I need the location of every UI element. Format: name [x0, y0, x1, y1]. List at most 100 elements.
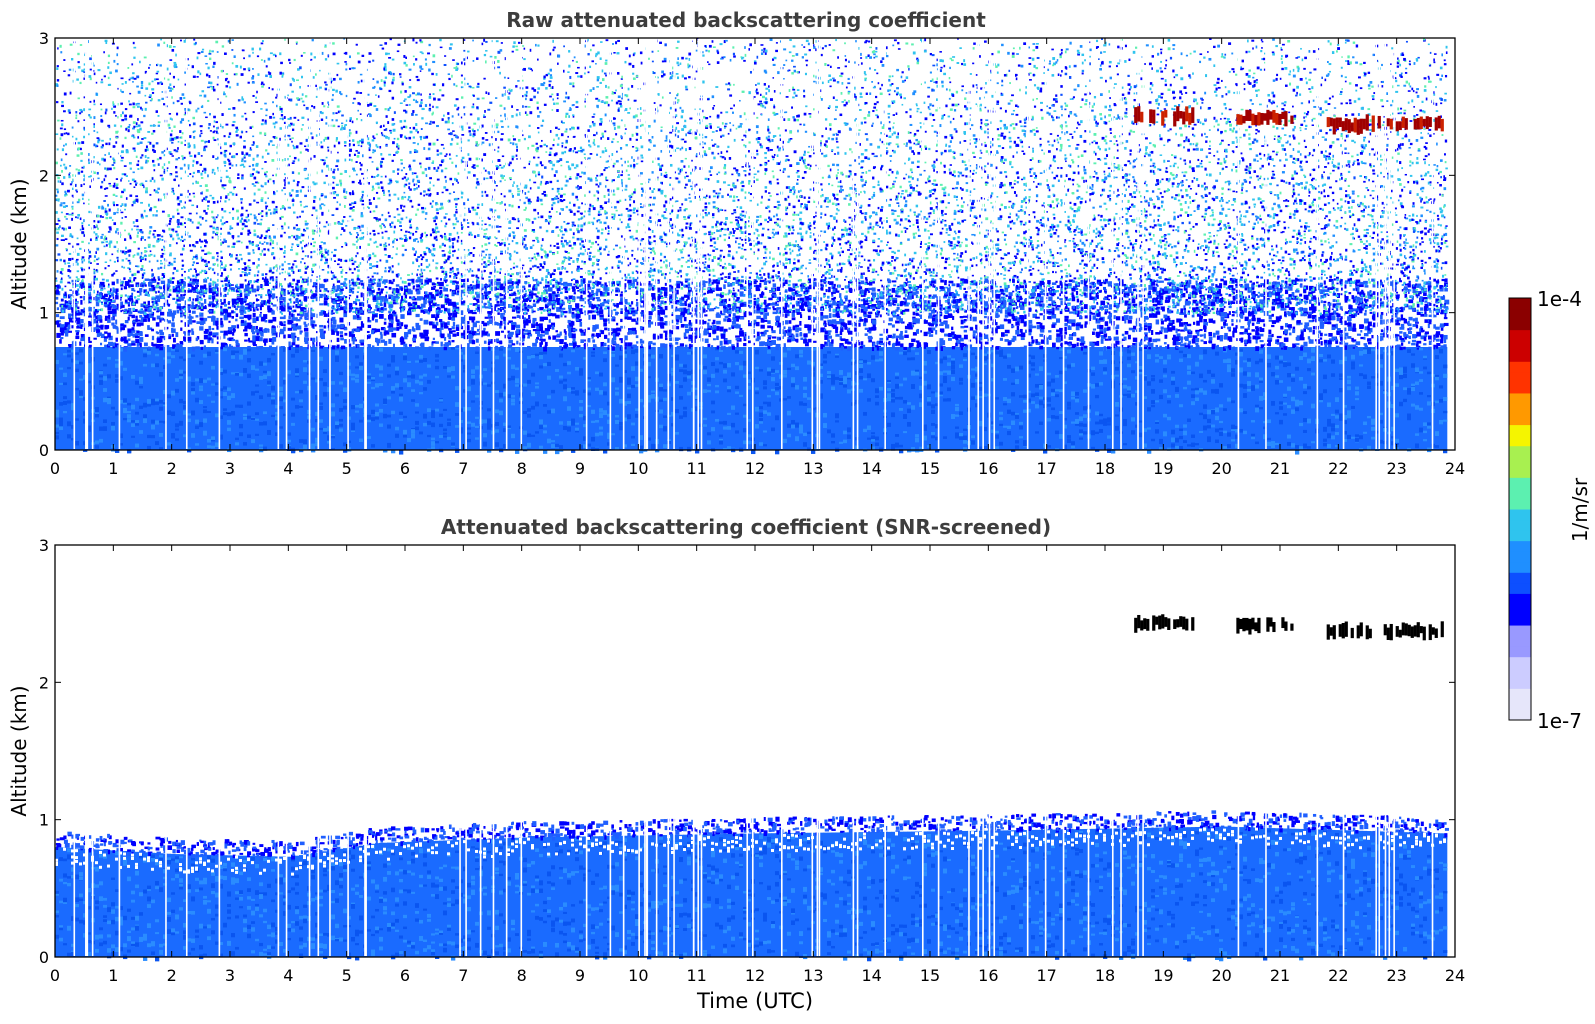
- noise-speck: [293, 160, 296, 162]
- noise-speck: [273, 136, 275, 138]
- noise-speck: [240, 66, 242, 69]
- edge-speck: [287, 320, 292, 325]
- noise-speck: [213, 282, 216, 284]
- noise-speck: [197, 57, 199, 60]
- noise-speck: [116, 53, 118, 56]
- noise-speck: [100, 81, 103, 83]
- noise-speck: [201, 288, 203, 291]
- noise-speck: [137, 168, 139, 170]
- noise-speck: [353, 206, 355, 208]
- edge-speck: [191, 328, 193, 331]
- noise-speck: [345, 298, 347, 300]
- noise-speck: [345, 272, 347, 274]
- noise-speck: [369, 199, 371, 201]
- noise-speck: [196, 227, 199, 229]
- noise-speck: [61, 288, 63, 291]
- noise-speck: [324, 249, 327, 251]
- noise-speck: [108, 183, 111, 185]
- noise-speck: [240, 198, 243, 200]
- noise-speck: [141, 85, 143, 87]
- noise-speck: [345, 159, 347, 162]
- noise-speck: [270, 52, 273, 54]
- noise-speck: [340, 259, 342, 262]
- noise-speck: [279, 52, 281, 55]
- noise-speck: [272, 144, 275, 146]
- noise-speck: [201, 133, 203, 135]
- noise-speck: [61, 278, 63, 280]
- bl-column: [111, 347, 115, 450]
- bl-texture: [203, 406, 207, 408]
- noise-speck: [161, 151, 164, 153]
- noise-speck: [126, 150, 129, 153]
- noise-speck: [189, 124, 191, 126]
- bl-texture: [335, 350, 339, 355]
- noise-speck: [361, 173, 364, 175]
- noise-speck: [224, 150, 227, 152]
- noise-speck: [128, 254, 130, 257]
- noise-speck: [97, 291, 99, 294]
- noise-speck: [159, 307, 162, 310]
- bl-texture: [155, 354, 159, 356]
- noise-speck: [304, 309, 306, 311]
- noise-speck: [154, 189, 156, 191]
- noise-speck: [351, 202, 354, 204]
- noise-speck: [124, 137, 126, 139]
- noise-speck: [335, 290, 337, 292]
- noise-speck: [280, 108, 283, 110]
- noise-speck: [235, 258, 237, 260]
- bl-texture: [143, 354, 147, 358]
- noise-speck: [137, 129, 140, 132]
- noise-speck: [312, 300, 314, 302]
- noise-speck: [68, 265, 71, 267]
- edge-speck: [220, 318, 222, 320]
- noise-speck: [145, 258, 147, 260]
- noise-speck: [163, 275, 165, 278]
- bl-texture: [323, 382, 327, 386]
- edge-speck: [331, 331, 335, 335]
- edge-speck: [168, 334, 170, 336]
- noise-speck: [153, 150, 156, 153]
- noise-speck: [193, 76, 196, 78]
- noise-speck: [63, 296, 66, 298]
- bl-texture: [279, 426, 283, 428]
- noise-speck: [272, 88, 274, 90]
- edge-speck: [61, 299, 64, 302]
- noise-speck: [57, 84, 59, 87]
- noise-speck: [132, 81, 134, 83]
- noise-speck: [356, 232, 358, 234]
- noise-speck: [356, 227, 359, 229]
- noise-speck: [301, 285, 303, 287]
- bl-texture: [303, 367, 307, 372]
- noise-speck: [125, 247, 127, 250]
- noise-speck: [246, 131, 248, 133]
- bl-texture: [251, 439, 255, 443]
- noise-speck: [354, 261, 357, 263]
- noise-speck: [235, 131, 237, 133]
- bl-texture: [123, 418, 127, 420]
- noise-speck: [204, 168, 207, 170]
- noise-speck: [209, 267, 211, 269]
- edge-speck: [135, 339, 139, 343]
- noise-speck: [67, 133, 69, 135]
- noise-speck: [189, 244, 191, 247]
- noise-speck: [173, 258, 176, 260]
- edge-speck: [311, 324, 314, 328]
- noise-speck: [69, 172, 71, 174]
- bl-texture: [339, 382, 343, 385]
- noise-speck: [255, 245, 257, 247]
- noise-speck: [184, 239, 186, 241]
- noise-speck: [60, 51, 62, 53]
- edge-speck: [212, 328, 215, 330]
- noise-speck: [299, 269, 301, 272]
- noise-speck: [280, 208, 282, 210]
- noise-speck: [189, 193, 191, 195]
- noise-speck: [97, 228, 99, 230]
- noise-speck: [81, 231, 84, 234]
- noise-speck: [324, 160, 326, 162]
- noise-speck: [132, 77, 134, 80]
- bl-texture: [211, 446, 215, 449]
- noise-speck: [181, 103, 183, 105]
- edge-speck: [340, 335, 343, 338]
- noise-speck: [273, 267, 275, 270]
- noise-speck: [136, 229, 139, 231]
